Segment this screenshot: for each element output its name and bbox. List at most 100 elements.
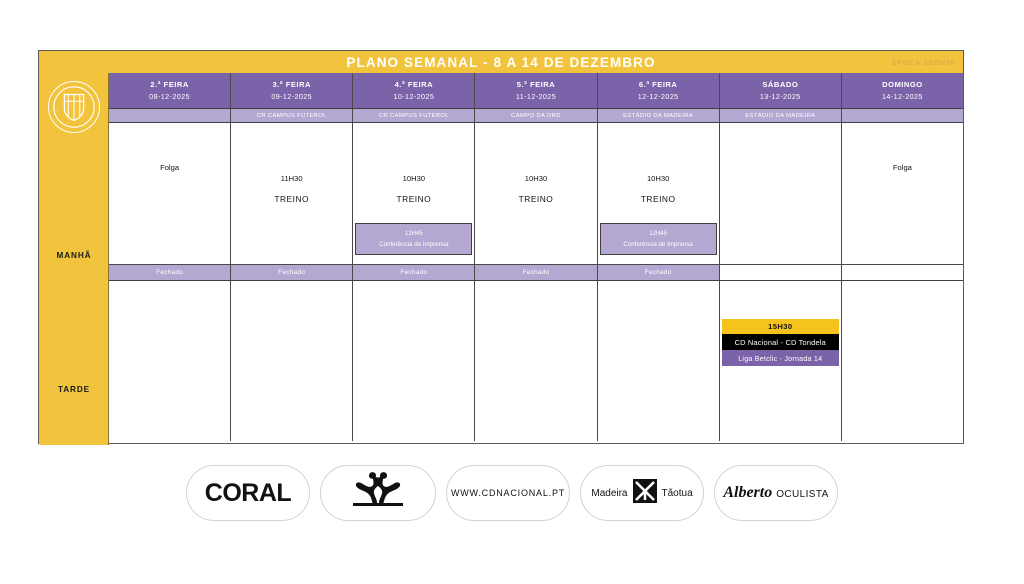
madeira-butterfly-icon bbox=[632, 478, 658, 509]
day-date: 12-12-2025 bbox=[637, 92, 679, 101]
sponsor-madeira: Madeira Tãotua bbox=[580, 465, 704, 521]
day-name: 3.ª FEIRA bbox=[272, 80, 311, 89]
morning-cell: Folga bbox=[109, 123, 231, 265]
morning-content: 10H30 TREINO bbox=[353, 163, 474, 204]
closed-label: Fechado bbox=[278, 269, 306, 276]
period-sidebar: MANHÃ TARDE bbox=[39, 73, 109, 445]
website-wordmark: WWW.CDNACIONAL.PT bbox=[450, 488, 566, 498]
sponsor-alberto: Alberto OCULISTA bbox=[714, 465, 838, 521]
match-competition: Liga Betclic - Jornada 14 bbox=[721, 350, 839, 366]
afternoon-cell bbox=[474, 281, 597, 441]
club-crest-icon bbox=[48, 81, 100, 133]
day-date: 13-12-2025 bbox=[759, 92, 801, 101]
press-time: 12H45 bbox=[405, 230, 423, 237]
afternoon-cell: 15H30 CD Nacional - CD Tondela Liga Betc… bbox=[718, 281, 841, 441]
afternoon-cell bbox=[109, 281, 231, 441]
season-label: ÉPOCA 2025/26 bbox=[891, 57, 955, 67]
venue-cell: CR CAMPUS FUTEBOL bbox=[230, 109, 353, 123]
morning-cell: 10H30 TREINO bbox=[474, 123, 597, 265]
page-title: PLANO SEMANAL - 8 A 14 DE DEZEMBRO bbox=[346, 54, 656, 70]
day-header-cell: SÁBADO 13-12-2025 bbox=[718, 73, 841, 109]
venue-row: CR CAMPUS FUTEBOL CR CAMPUS FUTEBOL CAMP… bbox=[109, 109, 963, 123]
day-header-cell: DOMINGO 14-12-2025 bbox=[840, 73, 963, 109]
closed-cell: Fechado bbox=[230, 265, 353, 281]
alberto-wordmark: Alberto bbox=[723, 484, 773, 501]
sponsor-kappa bbox=[320, 465, 436, 521]
closed-row: Fechado Fechado Fechado Fechado Fechado bbox=[109, 265, 963, 281]
day-header-row: 2.ª FEIRA 08-12-2025 3.ª FEIRA 09-12-2025 … bbox=[109, 73, 963, 109]
closed-label: Fechado bbox=[156, 269, 184, 276]
morning-content bbox=[720, 163, 841, 185]
day-date: 09-12-2025 bbox=[271, 92, 313, 101]
session-activity: TREINO bbox=[640, 194, 676, 204]
sponsor-coral: CORAL bbox=[186, 465, 310, 521]
day-date: 08-12-2025 bbox=[149, 92, 190, 101]
day-header-cell: 5.ª FEIRA 11-12-2025 bbox=[474, 73, 597, 109]
day-name: 5.ª FEIRA bbox=[516, 80, 556, 89]
weekly-plan-poster: PLANO SEMANAL - 8 A 14 DE DEZEMBRO ÉPOCA… bbox=[38, 50, 964, 445]
morning-content: Folga bbox=[842, 163, 963, 194]
madeira-lockup: Madeira Tãotua bbox=[591, 478, 693, 509]
closed-cell: Fechado bbox=[474, 265, 597, 281]
madeira-word-left: Madeira bbox=[591, 487, 628, 499]
session-time: 11H30 bbox=[280, 174, 303, 183]
morning-content: 10H30 TREINO bbox=[598, 163, 719, 204]
morning-content: 10H30 TREINO bbox=[475, 163, 596, 204]
match-block: 15H30 CD Nacional - CD Tondela Liga Betc… bbox=[721, 319, 839, 366]
alberto-subtitle: OCULISTA bbox=[776, 489, 829, 500]
closed-label: Fechado bbox=[522, 269, 550, 276]
morning-content: Folga bbox=[109, 163, 230, 194]
afternoon-row: 15H30 CD Nacional - CD Tondela Liga Betc… bbox=[109, 281, 963, 441]
closed-cell bbox=[718, 265, 841, 281]
session-activity: TREINO bbox=[396, 194, 432, 204]
day-header-cell: 4.ª FEIRA 10-12-2025 bbox=[352, 73, 475, 109]
venue-label: CAMPO DA DRD bbox=[511, 112, 561, 119]
morning-cell: Folga bbox=[840, 123, 963, 265]
press-conference-block: 12H45 Conferência de Imprensa bbox=[355, 223, 473, 255]
day-header-cell: 6.ª FEIRA 12-12-2025 bbox=[596, 73, 719, 109]
day-date: 11-12-2025 bbox=[515, 92, 557, 101]
press-label: Conferência de Imprensa bbox=[379, 240, 449, 248]
press-label: Conferência de Imprensa bbox=[623, 240, 693, 248]
kappa-logo-icon bbox=[339, 471, 417, 516]
period-label-afternoon: TARDE bbox=[57, 385, 91, 394]
period-label-morning: MANHÃ bbox=[56, 251, 92, 260]
closed-cell: Fechado bbox=[109, 265, 231, 281]
day-name: SÁBADO bbox=[762, 80, 799, 89]
afternoon-cell bbox=[596, 281, 719, 441]
session-activity: TREINO bbox=[274, 194, 310, 204]
day-header-cell: 3.ª FEIRA 09-12-2025 bbox=[230, 73, 353, 109]
closed-cell: Fechado bbox=[352, 265, 475, 281]
venue-label: CR CAMPUS FUTEBOL bbox=[256, 112, 327, 119]
rest-label: Folga bbox=[892, 163, 912, 172]
morning-row: Folga 11H30 TREINO 10H30 TREINO bbox=[109, 123, 963, 265]
closed-cell: Fechado bbox=[596, 265, 719, 281]
day-name: 2.ª FEIRA bbox=[150, 80, 189, 89]
afternoon-cell bbox=[230, 281, 353, 441]
session-time: 10H30 bbox=[646, 174, 670, 183]
day-name: 6.ª FEIRA bbox=[638, 80, 678, 89]
alberto-lockup: Alberto OCULISTA bbox=[723, 484, 828, 502]
closed-label: Fechado bbox=[644, 269, 672, 276]
sponsor-bar: CORAL WWW.CDNACIONAL.PT Madeira bbox=[0, 462, 1024, 524]
closed-label: Fechado bbox=[400, 269, 428, 276]
session-activity: TREINO bbox=[518, 194, 554, 204]
coral-wordmark: CORAL bbox=[204, 478, 292, 507]
day-name: DOMINGO bbox=[882, 80, 923, 89]
poster-title-bar: PLANO SEMANAL - 8 A 14 DE DEZEMBRO ÉPOCA… bbox=[39, 51, 963, 73]
venue-label: CR CAMPUS FUTEBOL bbox=[378, 112, 449, 119]
venue-cell: ESTÁDIO DA MADEIRA bbox=[718, 109, 841, 123]
venue-label: ESTÁDIO DA MADEIRA bbox=[745, 112, 816, 119]
rest-label: Folga bbox=[160, 163, 180, 172]
schedule-grid: 2.ª FEIRA 08-12-2025 3.ª FEIRA 09-12-2025 … bbox=[109, 73, 963, 443]
day-header-cell: 2.ª FEIRA 08-12-2025 bbox=[109, 73, 231, 109]
morning-content: 11H30 TREINO bbox=[231, 163, 352, 204]
press-conference-block: 12H45 Conferência de Imprensa bbox=[599, 223, 717, 255]
match-teams: CD Nacional - CD Tondela bbox=[721, 334, 839, 350]
morning-cell bbox=[718, 123, 841, 265]
morning-cell: 11H30 TREINO bbox=[230, 123, 353, 265]
venue-cell: CAMPO DA DRD bbox=[474, 109, 597, 123]
closed-cell bbox=[840, 265, 963, 281]
venue-cell: CR CAMPUS FUTEBOL bbox=[352, 109, 475, 123]
session-time: 10H30 bbox=[402, 174, 426, 183]
